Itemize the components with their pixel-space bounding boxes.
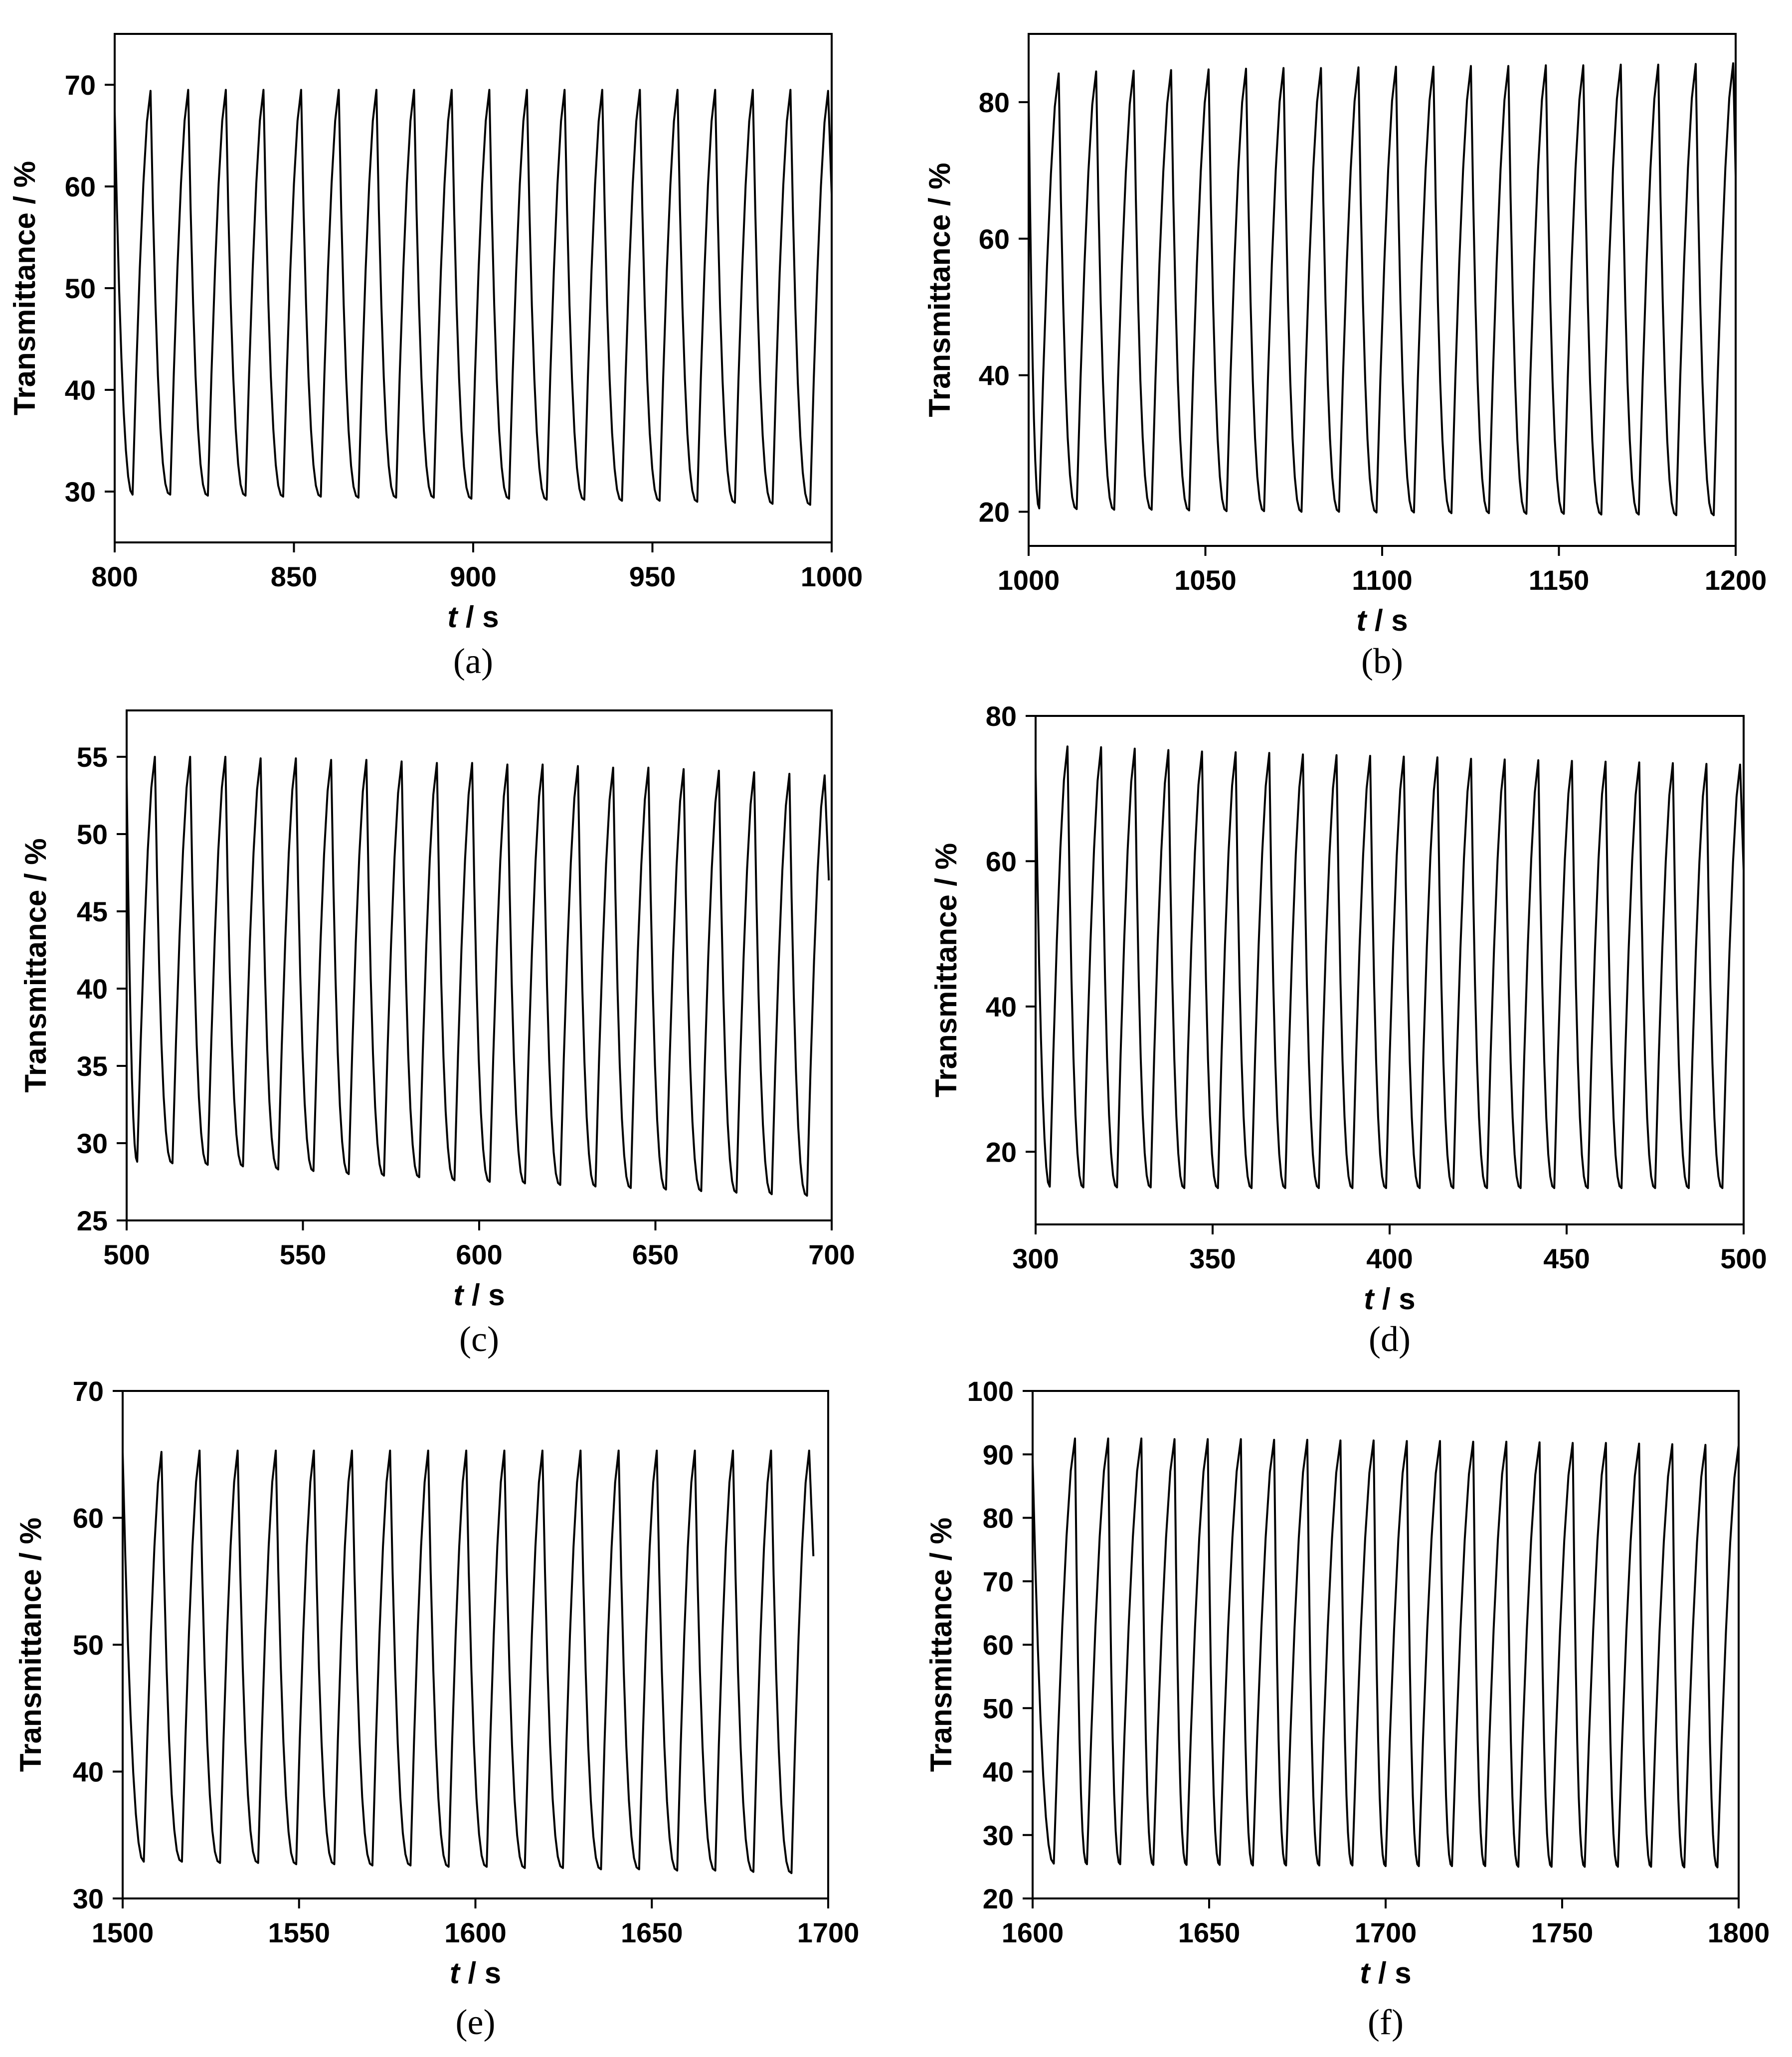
x-tick-label: 1100 <box>1352 564 1413 596</box>
x-tick-label: 1700 <box>1355 1917 1417 1948</box>
x-axis-label: t / s <box>447 600 499 634</box>
y-tick-label: 60 <box>986 846 1017 877</box>
y-tick-label: 40 <box>979 360 1010 391</box>
x-tick-label: 1600 <box>1002 1917 1064 1948</box>
panel-caption: (e) <box>456 2002 496 2042</box>
transmittance-series-line <box>1032 1437 1740 1869</box>
x-tick-label: 1750 <box>1531 1917 1594 1948</box>
y-tick-label: 35 <box>77 1050 108 1082</box>
panel-caption: (a) <box>453 641 493 681</box>
x-axis-label: t / s <box>453 1278 505 1312</box>
x-tick-label: 500 <box>103 1239 150 1270</box>
x-axis-label: t / s <box>1356 604 1408 637</box>
y-axis-label: Transmittance / % <box>14 1518 47 1772</box>
y-tick-label: 50 <box>77 819 108 850</box>
y-tick-label: 20 <box>983 1883 1014 1914</box>
y-tick-label: 80 <box>983 1503 1014 1534</box>
x-tick-label: 1150 <box>1529 564 1590 596</box>
panel-caption: (d) <box>1369 1319 1411 1359</box>
x-tick-label: 450 <box>1543 1243 1590 1274</box>
y-axis-label: Transmittance / % <box>19 838 52 1092</box>
x-tick-label: 350 <box>1189 1243 1236 1274</box>
y-tick-label: 70 <box>983 1566 1014 1597</box>
x-axis-label: t / s <box>1364 1282 1415 1316</box>
y-tick-label: 60 <box>65 171 96 202</box>
x-tick-label: 1000 <box>998 564 1060 596</box>
x-axis-label: t / s <box>1360 1956 1411 1990</box>
y-tick-label: 30 <box>983 1820 1014 1851</box>
x-tick-label: 1050 <box>1174 564 1237 596</box>
y-tick-label: 50 <box>65 273 96 304</box>
y-tick-label: 60 <box>979 223 1010 255</box>
y-tick-label: 30 <box>73 1883 104 1914</box>
panel-caption: (c) <box>459 1319 499 1359</box>
y-tick-label: 70 <box>73 1375 104 1407</box>
y-tick-label: 40 <box>983 1756 1014 1788</box>
chart-panel-1: 1000 1050 1100 1150 1200 20 40 60 80 t / s Transmi… <box>923 33 1767 681</box>
y-tick-label: 90 <box>983 1439 1014 1470</box>
y-tick-label: 30 <box>77 1128 108 1159</box>
y-tick-label: 25 <box>77 1205 108 1236</box>
y-tick-label: 80 <box>986 700 1017 732</box>
chart-panel-4: 1500 1550 1600 1650 1700 30 40 50 60 70 t / s Trans… <box>14 1375 859 2042</box>
chart-panel-5: 1600 1650 1700 1750 1800 20 30 40 50 60 70 80 90 100 t… <box>924 1375 1770 2042</box>
transmittance-series-line <box>114 89 833 506</box>
x-tick-label: 700 <box>808 1239 855 1270</box>
panel-caption: (b) <box>1361 641 1403 681</box>
y-tick-label: 40 <box>986 991 1017 1023</box>
x-tick-label: 400 <box>1366 1243 1413 1274</box>
transmittance-series-line <box>1035 745 1745 1190</box>
y-axis-label: Transmittance / % <box>924 1518 958 1772</box>
y-tick-label: 40 <box>65 374 96 406</box>
plot-frame <box>126 709 833 1221</box>
y-tick-label: 50 <box>983 1693 1014 1724</box>
x-tick-label: 600 <box>456 1239 502 1270</box>
y-axis-label: Transmittance / % <box>929 843 963 1097</box>
x-tick-label: 850 <box>271 561 317 592</box>
x-tick-label: 1650 <box>621 1917 683 1948</box>
x-tick-label: 500 <box>1720 1243 1767 1274</box>
x-tick-label: 1650 <box>1178 1917 1241 1948</box>
y-tick-label: 80 <box>979 87 1010 118</box>
x-tick-label: 300 <box>1012 1243 1059 1274</box>
y-tick-label: 40 <box>73 1756 104 1788</box>
x-axis-label: t / s <box>450 1956 501 1990</box>
x-tick-label: 1700 <box>797 1917 860 1948</box>
y-axis-label: Transmittance / % <box>923 163 956 417</box>
x-tick-label: 1200 <box>1705 564 1767 596</box>
x-tick-label: 1000 <box>801 561 863 592</box>
x-tick-label: 1800 <box>1708 1917 1770 1948</box>
transmittance-series-line <box>122 1449 815 1875</box>
chart-panel-2: 500 550 600 650 700 25 30 35 40 45 50 55 t / s Transm… <box>19 709 855 1359</box>
x-tick-label: 650 <box>632 1239 679 1270</box>
y-tick-label: 45 <box>77 896 108 927</box>
x-tick-label: 1550 <box>268 1917 330 1948</box>
y-tick-label: 40 <box>77 973 108 1005</box>
x-tick-label: 550 <box>280 1239 326 1270</box>
panel-caption: (f) <box>1368 2002 1404 2042</box>
x-tick-label: 950 <box>629 561 676 592</box>
y-tick-label: 30 <box>65 476 96 508</box>
y-tick-label: 70 <box>65 69 96 101</box>
y-tick-label: 60 <box>983 1629 1014 1661</box>
y-tick-label: 60 <box>73 1503 104 1534</box>
plot-frame <box>1035 715 1745 1225</box>
x-tick-label: 1500 <box>92 1917 154 1948</box>
chart-panel-3: 300 350 400 450 500 20 40 60 80 t / s Transmittanc… <box>929 700 1767 1359</box>
y-tick-label: 20 <box>979 497 1010 528</box>
x-tick-label: 1600 <box>444 1917 507 1948</box>
y-tick-label: 50 <box>73 1629 104 1661</box>
y-axis-label: Transmittance / % <box>8 161 41 415</box>
y-tick-label: 20 <box>986 1136 1017 1168</box>
transmittance-series-line <box>1028 62 1737 516</box>
x-tick-label: 900 <box>450 561 496 592</box>
chart-panel-0: 800 850 900 950 1000 30 40 50 60 70 t / s Transmitt… <box>8 33 863 681</box>
y-tick-label: 55 <box>77 741 108 773</box>
transmittance-series-line <box>126 756 830 1197</box>
x-tick-label: 800 <box>91 561 138 592</box>
y-tick-label: 100 <box>967 1375 1014 1407</box>
